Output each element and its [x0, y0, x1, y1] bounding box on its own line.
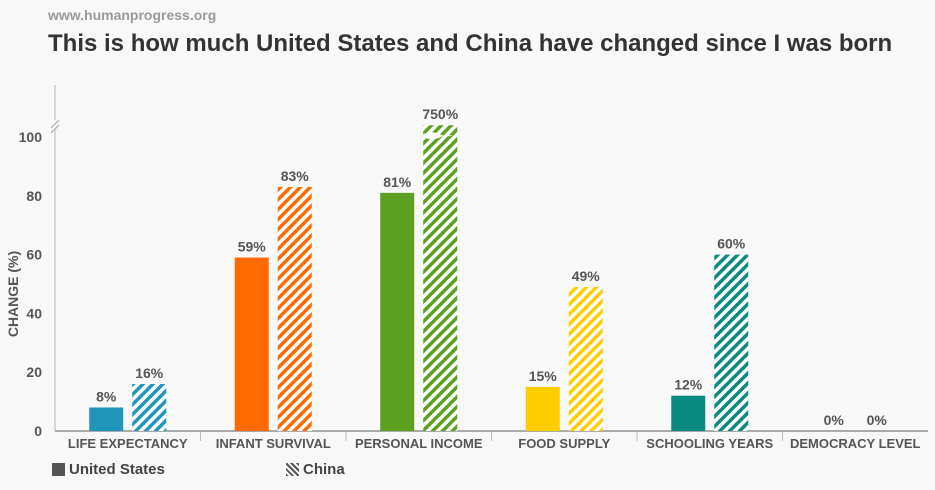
- x-tick-label: FOOD SUPPLY: [518, 436, 610, 451]
- data-label: 49%: [572, 268, 601, 284]
- legend-label: United States: [69, 461, 165, 478]
- data-label: 59%: [238, 239, 267, 255]
- legend-swatch-solid-icon: [52, 463, 65, 476]
- bar-united-states: [234, 257, 269, 431]
- legend-item-united-states: United States: [52, 461, 165, 478]
- bar-china: [423, 125, 458, 432]
- bar-china: [568, 286, 603, 431]
- x-tick-label: INFANT SURVIVAL: [216, 436, 331, 451]
- bar-united-states: [671, 395, 706, 431]
- data-label: 15%: [529, 368, 558, 384]
- data-label: 0%: [867, 412, 888, 428]
- bar-united-states: [89, 407, 124, 431]
- bar-united-states: [380, 192, 415, 431]
- x-tick-label: PERSONAL INCOME: [355, 436, 483, 451]
- y-tick-label: 100: [19, 129, 43, 145]
- source-label: www.humanprogress.org: [48, 7, 217, 23]
- data-label: 16%: [135, 365, 164, 381]
- y-tick-label: 80: [26, 188, 42, 204]
- bar-china: [277, 186, 312, 431]
- data-label: 750%: [422, 106, 458, 122]
- bar-united-states: [525, 386, 560, 431]
- bar-break-mark: [423, 132, 458, 140]
- y-tick-label: 40: [26, 305, 42, 321]
- data-label: 0%: [824, 412, 845, 428]
- data-label: 12%: [674, 377, 703, 393]
- y-tick-label: 0: [34, 423, 42, 439]
- bar-china: [132, 383, 167, 431]
- x-tick-label: LIFE EXPECTANCY: [68, 436, 188, 451]
- bar-china: [714, 254, 749, 431]
- y-tick-label: 20: [26, 364, 42, 380]
- legend-swatch-hatched-icon: [286, 463, 299, 476]
- legend-item-china: China: [286, 461, 345, 478]
- y-tick-label: 60: [26, 247, 42, 263]
- data-label: 83%: [281, 168, 310, 184]
- data-label: 8%: [96, 388, 117, 404]
- axis-break-mark: [50, 124, 60, 134]
- axis-break-mark: [50, 119, 60, 129]
- x-tick-label: SCHOOLING YEARS: [646, 436, 773, 451]
- x-tick-label: DEMOCRACY LEVEL: [790, 436, 921, 451]
- chart-title: This is how much United States and China…: [48, 30, 893, 57]
- y-axis-title: CHANGE (%): [5, 251, 21, 337]
- data-label: 60%: [717, 236, 746, 252]
- legend-label: China: [303, 461, 345, 478]
- data-label: 81%: [383, 174, 412, 190]
